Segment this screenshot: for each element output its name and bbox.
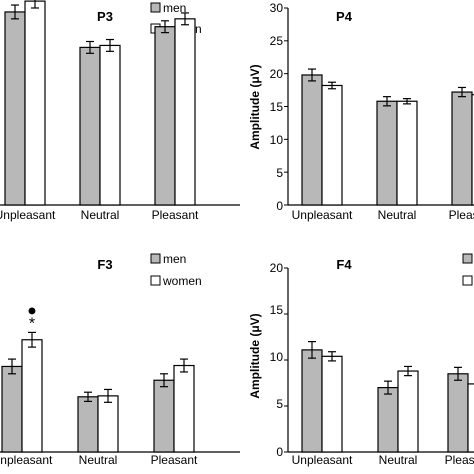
panel-p4-ytick-10: 10 bbox=[270, 133, 284, 147]
panel-p4-ytick-20: 20 bbox=[270, 67, 284, 81]
panel-p4-bar-men-unpleasant bbox=[301, 74, 323, 206]
panel-f3-category-unpleasant: Unpleasant bbox=[0, 453, 53, 467]
panel-f3: F3 Unpleasant Neutral Pleasant men women bbox=[0, 252, 202, 467]
panel-f3-category-neutral: Neutral bbox=[79, 453, 118, 467]
panel-f3-bar-women-pleasant bbox=[173, 364, 195, 453]
panel-f3-legend-women-swatch bbox=[150, 275, 161, 286]
panel-f3-legend-women: women bbox=[162, 274, 202, 288]
panel-p4-ylabel: Amplitude (μV) bbox=[248, 64, 262, 149]
panel-p4-ytick-5: 5 bbox=[276, 166, 283, 180]
panel-f4-bar-men-pleasant bbox=[447, 373, 469, 453]
panel-f4-bar-women-pleasant bbox=[467, 383, 474, 453]
panel-p3-legend-men-swatch bbox=[150, 2, 161, 13]
panel-p4: P4 Amplitude (μV) 0 5 10 15 20 25 30 Unp… bbox=[248, 1, 474, 222]
panel-p4-ytick-0: 0 bbox=[276, 199, 283, 213]
panel-f4-ylabel: Amplitude (μV) bbox=[248, 313, 262, 398]
panel-f3-title: F3 bbox=[97, 257, 112, 272]
panel-p4-bar-women-unpleasant bbox=[321, 84, 343, 206]
panel-f3-legend-men: men bbox=[163, 252, 186, 266]
panel-f4-category-unpleasant: Unpleasant bbox=[292, 453, 353, 467]
panel-p4-category-unpleasant: Unpleasant bbox=[292, 208, 353, 222]
panel-f4-bar-women-neutral bbox=[397, 370, 419, 453]
panel-f3-annotation-0-row-0: * bbox=[29, 315, 35, 332]
panel-p3-bar-men-pleasant bbox=[154, 26, 176, 206]
panel-p4-ytick-25: 25 bbox=[270, 34, 284, 48]
panel-f3-category-pleasant: Pleasant bbox=[151, 453, 198, 467]
panel-f3-annotation-0-row-1: ● bbox=[27, 302, 37, 319]
panel-p3-bar-men-neutral bbox=[79, 46, 101, 206]
panel-p3-legend-men: men bbox=[163, 1, 186, 15]
panel-f4-category-neutral: Neutral bbox=[379, 453, 418, 467]
panel-p4-title: P4 bbox=[336, 9, 353, 24]
panel-p3-title: P3 bbox=[97, 9, 113, 24]
panel-p3-category-neutral: Neutral bbox=[81, 208, 120, 222]
panel-f4-ytick-15: 15 bbox=[270, 303, 284, 317]
panel-f3-bar-women-neutral bbox=[97, 395, 119, 453]
panel-p4-bar-women-pleasant bbox=[471, 94, 474, 206]
panel-f4-title: F4 bbox=[336, 257, 352, 272]
panel-f4-ytick-20: 20 bbox=[270, 261, 284, 275]
panel-p3-category-pleasant: Pleasant bbox=[152, 208, 199, 222]
panel-p3-bar-women-neutral bbox=[99, 44, 121, 206]
panel-f4-bar-men-neutral bbox=[377, 387, 399, 453]
panel-f4-legend-men-swatch bbox=[462, 253, 473, 264]
panel-p3-bar-men-unpleasant bbox=[4, 11, 26, 206]
panel-p4-bar-men-pleasant bbox=[451, 91, 473, 206]
panel-f4-ytick-0: 0 bbox=[276, 445, 283, 459]
panel-p3-bar-women-unpleasant bbox=[24, 0, 46, 206]
panel-f3-bar-women-unpleasant bbox=[21, 339, 43, 453]
panel-f4-ytick-10: 10 bbox=[270, 350, 284, 364]
panel-p4-ytick-15: 15 bbox=[270, 100, 284, 114]
panel-f4-legend-women-swatch bbox=[462, 275, 473, 286]
panel-f3-bar-men-unpleasant bbox=[1, 365, 23, 453]
panel-p4-bar-men-neutral bbox=[376, 100, 398, 206]
panel-f4: F4 Amplitude (μV) 0 5 10 15 20 Unpleasan… bbox=[248, 253, 474, 467]
panel-f3-bar-men-pleasant bbox=[153, 379, 175, 453]
panel-p4-category-pleasant: Pleasant bbox=[449, 208, 474, 222]
panel-p3-bar-women-pleasant bbox=[174, 18, 196, 206]
panel-p4-bar-women-neutral bbox=[396, 100, 418, 206]
panel-f4-ytick-5: 5 bbox=[276, 397, 283, 411]
panel-f3-legend-men-swatch bbox=[150, 253, 161, 264]
panel-f3-bar-men-neutral bbox=[77, 396, 99, 453]
panel-p4-ytick-30: 30 bbox=[270, 1, 284, 15]
panel-f4-category-pleasant: Pleasant bbox=[445, 453, 474, 467]
panel-f4-bar-men-unpleasant bbox=[301, 349, 323, 453]
panel-f4-bar-women-unpleasant bbox=[321, 355, 343, 453]
panel-p4-category-neutral: Neutral bbox=[378, 208, 417, 222]
panel-p3-category-unpleasant: Unpleasant bbox=[0, 208, 56, 222]
